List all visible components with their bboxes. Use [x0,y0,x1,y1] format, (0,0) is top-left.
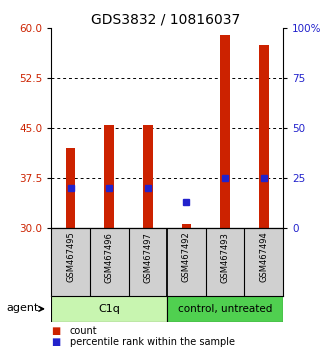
Text: GDS3832 / 10816037: GDS3832 / 10816037 [91,12,240,27]
Bar [143,125,153,228]
Text: GSM467492: GSM467492 [182,232,191,282]
Text: agent: agent [7,303,39,313]
Bar [104,125,114,228]
Text: C1q: C1q [98,304,120,314]
Text: GSM467495: GSM467495 [66,232,75,282]
Text: control, untreated: control, untreated [178,304,272,314]
Bar [167,296,283,322]
Text: ■: ■ [51,326,61,336]
Bar [259,45,268,228]
Bar [66,148,75,228]
Bar [182,224,191,228]
Text: GSM467493: GSM467493 [220,232,230,282]
Text: GSM467494: GSM467494 [259,232,268,282]
Bar [220,35,230,228]
Text: GSM467497: GSM467497 [143,232,152,282]
Text: ■: ■ [51,337,61,347]
Text: GSM467496: GSM467496 [105,232,114,282]
Bar [51,296,167,322]
Text: percentile rank within the sample: percentile rank within the sample [70,337,234,347]
Text: count: count [70,326,97,336]
